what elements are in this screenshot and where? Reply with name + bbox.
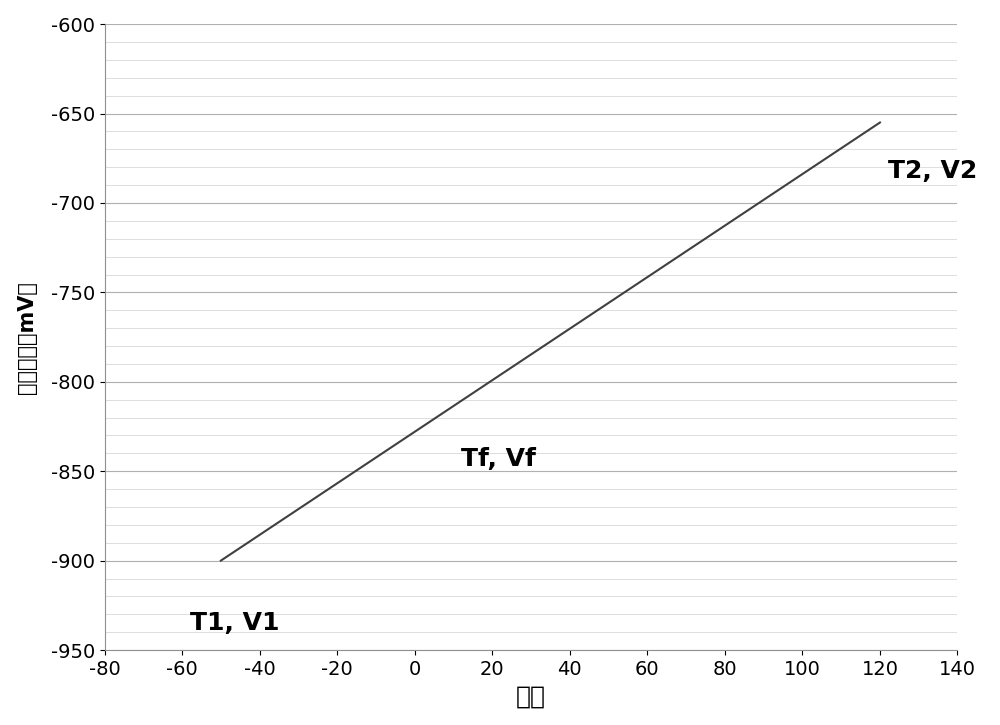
- Y-axis label: 正向压降（mV）: 正向压降（mV）: [17, 281, 37, 394]
- Text: Tf, Vf: Tf, Vf: [461, 447, 536, 471]
- X-axis label: 温度: 温度: [516, 684, 546, 708]
- Text: T1, V1: T1, V1: [190, 611, 279, 635]
- Text: T2, V2: T2, V2: [888, 159, 977, 183]
